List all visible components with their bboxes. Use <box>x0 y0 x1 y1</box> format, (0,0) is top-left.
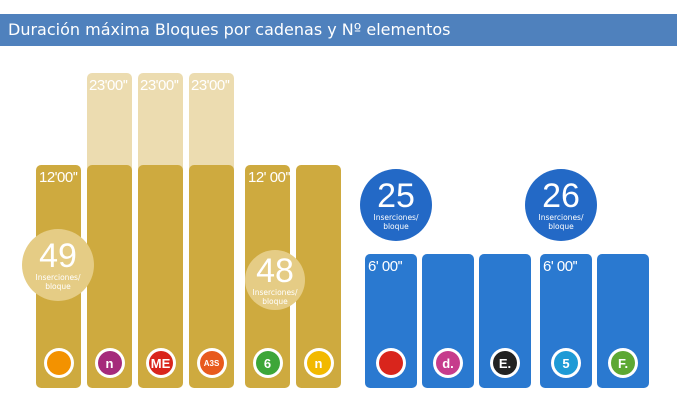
mega-logo-icon: ME <box>148 351 173 375</box>
channel-logo-icon: ME <box>145 348 176 378</box>
channel-logo-icon: n <box>303 348 334 378</box>
channel-logo-icon: E. <box>490 348 520 378</box>
a3s-logo-icon: A3S <box>199 351 224 375</box>
elements-circle: 48 Inserciones/bloque <box>245 250 305 310</box>
fdf-logo-icon: F. <box>611 351 635 375</box>
duration-label: 12' 00'' <box>248 169 291 186</box>
duration-label: 12'00'' <box>39 169 78 186</box>
elements-count: 26 <box>542 177 580 215</box>
divinity-logo-icon: d. <box>436 351 460 375</box>
energy-logo-icon: E. <box>493 351 517 375</box>
elements-label: Inserciones/bloque <box>373 213 419 231</box>
duration-label: 6' 00'' <box>368 258 403 275</box>
elements-label: Inserciones/bloque <box>252 288 298 306</box>
nova-logo-icon: n <box>306 351 331 375</box>
bar-extra-a3s <box>189 73 234 171</box>
duration-label: 23'00'' <box>191 77 230 94</box>
elements-count: 25 <box>377 177 415 215</box>
chart-title: Duración máxima Bloques por cadenas y Nº… <box>0 14 677 46</box>
duration-label: 23'00'' <box>140 77 179 94</box>
cuatro-logo-icon <box>379 351 403 375</box>
antena-3-logo-icon <box>46 351 71 375</box>
elements-circle: 49 Inserciones/bloque <box>22 229 94 301</box>
channel-logo-icon <box>376 348 406 378</box>
duration-label: 23'00'' <box>89 77 128 94</box>
lasexta-logo-icon: 6 <box>255 351 280 375</box>
elements-count: 49 <box>39 237 77 275</box>
channel-logo-icon: A3S <box>196 348 227 378</box>
channel-logo-icon: n <box>94 348 125 378</box>
bar-extra-mega <box>138 73 183 171</box>
neox-logo-icon: n <box>97 351 122 375</box>
channel-logo-icon: d. <box>433 348 463 378</box>
elements-circle: 25 Inserciones/bloque <box>360 169 432 241</box>
elements-label: Inserciones/bloque <box>35 273 81 291</box>
elements-circle: 26 Inserciones/bloque <box>525 169 597 241</box>
channel-logo-icon <box>43 348 74 378</box>
channel-logo-icon: 5 <box>551 348 581 378</box>
elements-count: 48 <box>256 252 294 290</box>
duration-label: 6' 00'' <box>543 258 578 275</box>
bar-extra-neox <box>87 73 132 171</box>
telecinco-logo-icon: 5 <box>554 351 578 375</box>
elements-label: Inserciones/bloque <box>538 213 584 231</box>
channel-logo-icon: 6 <box>252 348 283 378</box>
channel-logo-icon: F. <box>608 348 638 378</box>
